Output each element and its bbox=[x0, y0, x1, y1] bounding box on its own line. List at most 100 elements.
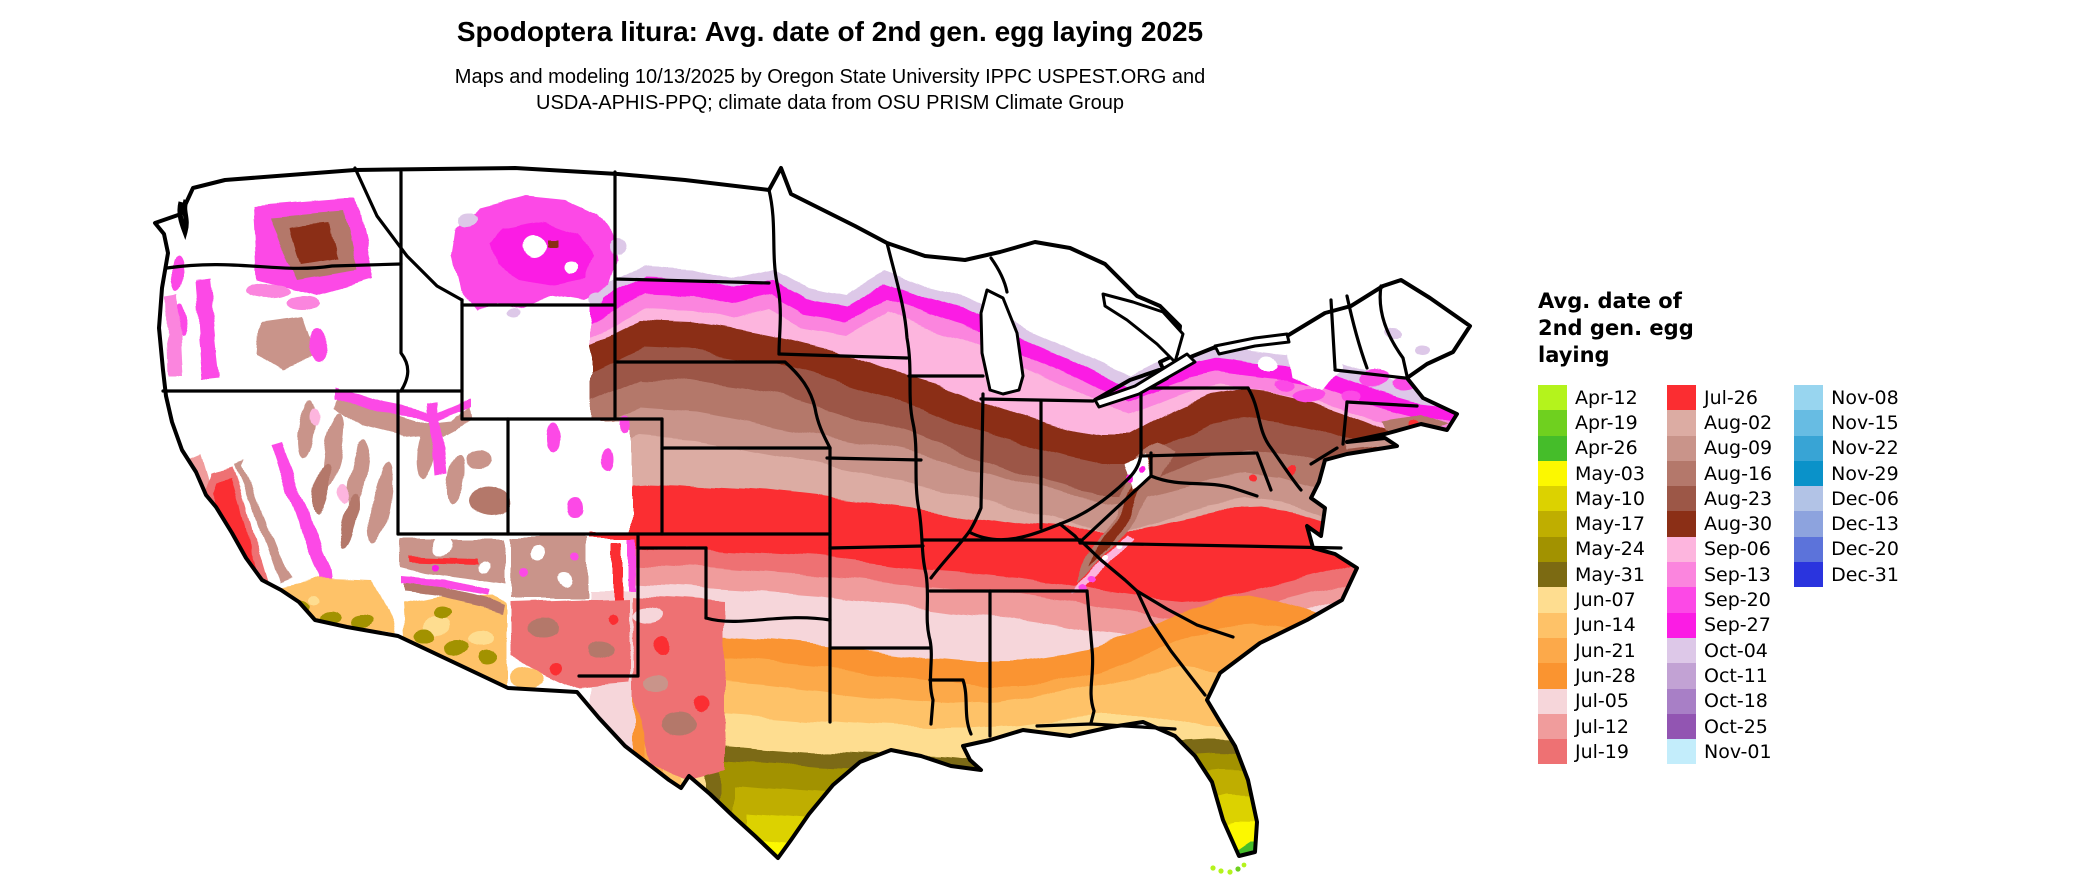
legend-entry: Jul-26 bbox=[1666, 385, 1772, 411]
legend-swatch bbox=[1538, 562, 1567, 588]
legend-entry: Dec-31 bbox=[1794, 562, 1899, 588]
legend-entry: Sep-27 bbox=[1666, 612, 1772, 638]
legend-swatch bbox=[1538, 663, 1567, 689]
legend-swatch bbox=[1538, 587, 1567, 613]
legend-label: Sep-13 bbox=[1703, 563, 1771, 586]
legend-entry: Jun-21 bbox=[1538, 637, 1645, 664]
legend-swatch bbox=[1666, 688, 1696, 714]
legend-label: Nov-15 bbox=[1831, 411, 1899, 434]
legend-swatch bbox=[1666, 536, 1696, 563]
legend-swatch bbox=[1794, 536, 1824, 563]
legend-label: Jun-28 bbox=[1575, 664, 1636, 687]
legend-column: Nov-08 Nov-15 Nov-22 Nov-29 Dec-06 Dec-13 Dec-… bbox=[1794, 385, 1899, 588]
legend-swatch bbox=[1666, 385, 1696, 411]
legend-entry: Nov-15 bbox=[1794, 410, 1899, 436]
legend-entry: Jun-14 bbox=[1538, 612, 1645, 638]
legend-label: Aug-02 bbox=[1703, 411, 1773, 434]
legend-entry: Apr-19 bbox=[1538, 410, 1645, 436]
legend-entry: Oct-11 bbox=[1666, 663, 1772, 689]
legend-label: Jun-14 bbox=[1575, 614, 1636, 637]
legend-label: Apr-19 bbox=[1575, 411, 1638, 434]
legend-entry: Nov-08 bbox=[1794, 385, 1899, 411]
legend-label: Apr-26 bbox=[1575, 437, 1638, 460]
lake-ontario bbox=[1213, 332, 1291, 356]
legend-column: Jul-26 Aug-02 Aug-09 Aug-16 Aug-23 Aug-30 Sep-… bbox=[1666, 385, 1773, 765]
legend-entry: Dec-06 bbox=[1794, 486, 1899, 512]
legend-swatch bbox=[1666, 511, 1696, 537]
map-raster bbox=[155, 168, 1470, 858]
legend-label: Aug-30 bbox=[1703, 513, 1773, 536]
map-title: Spodoptera litura: Avg. date of 2nd gen.… bbox=[456, 16, 1204, 47]
legend-swatch bbox=[1538, 385, 1567, 411]
legend-swatch bbox=[1794, 435, 1824, 461]
great-lakes bbox=[979, 288, 1291, 409]
legend-label: Dec-13 bbox=[1831, 513, 1899, 536]
legend-column: Apr-12 Apr-19 Apr-26 May-03 May-10 May-17 May-… bbox=[1538, 385, 1645, 765]
legend-label: May-03 bbox=[1575, 462, 1645, 485]
legend-label: Apr-12 bbox=[1575, 386, 1638, 409]
legend-entry: Oct-18 bbox=[1666, 688, 1772, 714]
legend-label: Aug-09 bbox=[1703, 437, 1773, 460]
legend-label: Nov-29 bbox=[1831, 462, 1899, 485]
legend-label: May-17 bbox=[1575, 513, 1645, 536]
legend-label: Jul-12 bbox=[1575, 715, 1629, 738]
legend-entry: Nov-22 bbox=[1794, 435, 1899, 461]
legend-label: Nov-08 bbox=[1831, 386, 1899, 409]
legend-entry: Apr-12 bbox=[1538, 385, 1645, 411]
legend-label: Dec-31 bbox=[1831, 563, 1899, 586]
legend-label: Jul-26 bbox=[1703, 386, 1758, 409]
legend-label: Aug-16 bbox=[1703, 462, 1773, 485]
legend-title: Avg. date of 2nd gen. egg laying bbox=[1538, 288, 2098, 369]
legend-entry: Aug-09 bbox=[1666, 435, 1773, 461]
header: Spodoptera litura: Avg. date of 2nd gen.… bbox=[0, 16, 1660, 116]
legend-label: Nov-22 bbox=[1831, 437, 1899, 460]
legend-label: Jun-07 bbox=[1575, 589, 1636, 612]
state-borders bbox=[161, 166, 1419, 738]
legend-swatch bbox=[1666, 587, 1696, 613]
legend-entry: Dec-13 bbox=[1794, 511, 1899, 537]
legend-swatch bbox=[1666, 637, 1696, 664]
legend-label: Dec-06 bbox=[1831, 487, 1899, 510]
legend-swatch bbox=[1538, 713, 1567, 740]
legend-label: Nov-01 bbox=[1703, 740, 1772, 763]
legend-columns: Apr-12 Apr-19 Apr-26 May-03 May-10 May-17 May-… bbox=[1538, 385, 2098, 765]
legend-entry: Nov-29 bbox=[1794, 460, 1899, 487]
legend-entry: Jul-19 bbox=[1538, 739, 1645, 765]
legend-swatch bbox=[1538, 511, 1567, 537]
legend-entry: Dec-20 bbox=[1794, 536, 1899, 563]
legend-swatch bbox=[1666, 739, 1696, 765]
puget-sound bbox=[177, 199, 189, 240]
legend-entry: Jul-05 bbox=[1538, 688, 1645, 714]
legend-title-line2: 2nd gen. egg bbox=[1538, 316, 1694, 340]
legend-entry: Nov-01 bbox=[1666, 739, 1772, 765]
legend-swatch bbox=[1666, 612, 1696, 638]
legend-swatch bbox=[1794, 460, 1824, 487]
legend-swatch bbox=[1538, 688, 1567, 714]
legend-swatch bbox=[1538, 435, 1567, 461]
legend-entry: May-24 bbox=[1538, 536, 1645, 563]
legend-label: Oct-11 bbox=[1703, 664, 1768, 687]
legend-label: Oct-18 bbox=[1703, 690, 1768, 713]
legend-label: Aug-23 bbox=[1703, 487, 1773, 510]
legend-label: Sep-27 bbox=[1703, 614, 1771, 637]
legend-title-line3: laying bbox=[1538, 343, 1610, 367]
legend-entry: Aug-02 bbox=[1666, 410, 1773, 436]
legend-swatch bbox=[1666, 562, 1696, 588]
legend-label: Jul-05 bbox=[1575, 690, 1629, 713]
legend-entry: Sep-06 bbox=[1666, 536, 1772, 563]
legend-entry: Aug-23 bbox=[1666, 486, 1773, 512]
legend-entry: Aug-30 bbox=[1666, 511, 1773, 537]
legend-label: Sep-06 bbox=[1703, 538, 1771, 561]
legend-swatch bbox=[1666, 410, 1696, 436]
legend-swatch bbox=[1794, 511, 1824, 537]
florida-keys bbox=[1210, 862, 1247, 875]
legend-entry: May-03 bbox=[1538, 460, 1645, 487]
map-subtitle-line1: Maps and modeling 10/13/2025 by Oregon S… bbox=[454, 66, 1206, 88]
legend-swatch bbox=[1538, 536, 1567, 563]
legend-entry: Jun-07 bbox=[1538, 587, 1645, 613]
legend-swatch bbox=[1794, 486, 1824, 512]
legend-entry: Oct-04 bbox=[1666, 637, 1772, 664]
lake-michigan bbox=[979, 288, 1025, 396]
legend-swatch bbox=[1538, 637, 1567, 664]
